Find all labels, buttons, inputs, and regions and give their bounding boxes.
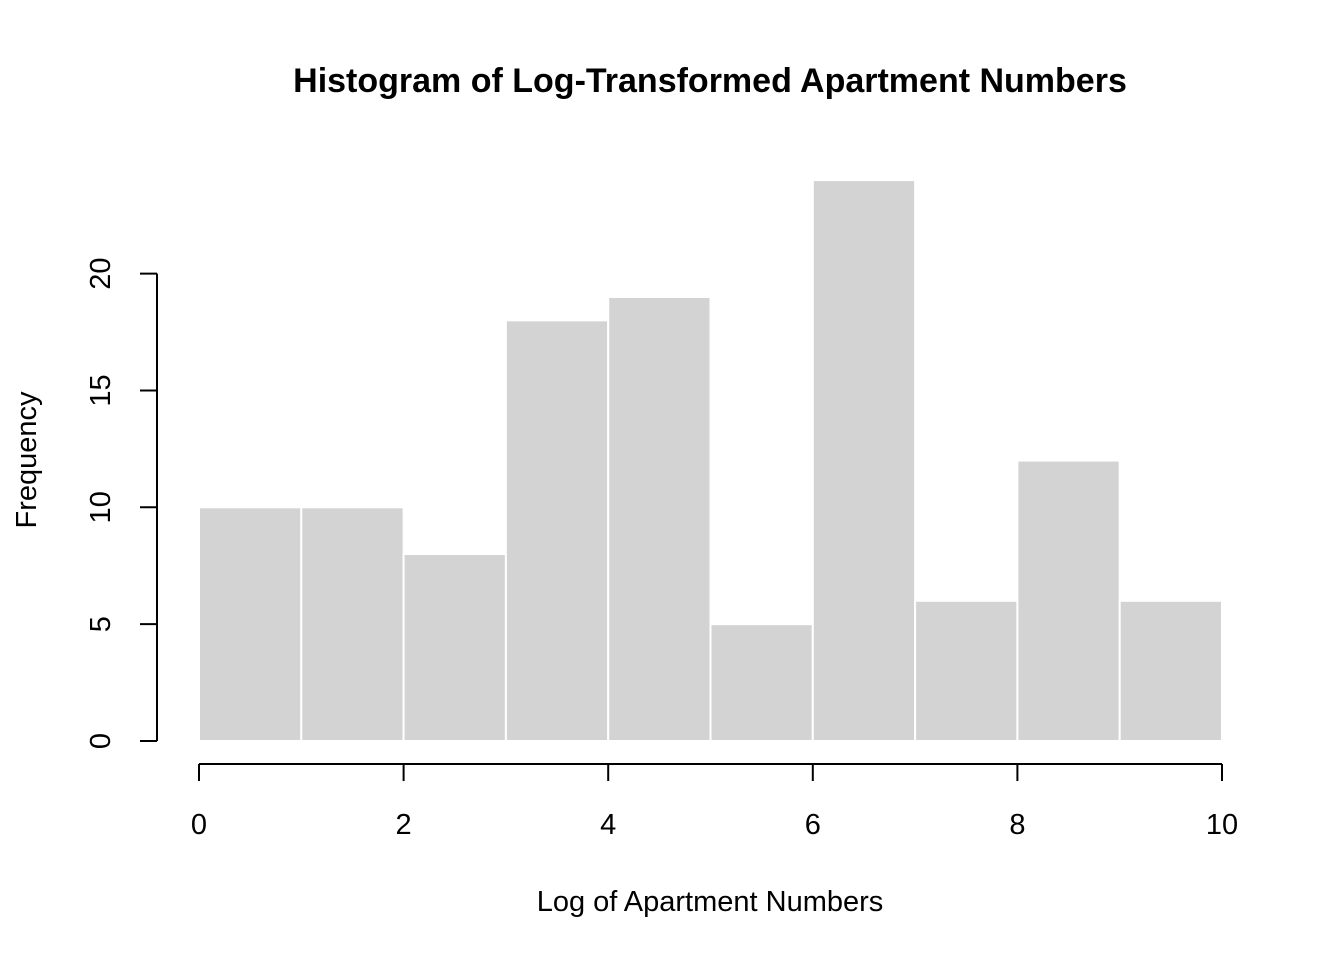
x-tick-label: 2 bbox=[396, 809, 412, 841]
histogram-bar bbox=[198, 506, 303, 742]
x-tick-label: 4 bbox=[600, 809, 616, 841]
y-tick-label: 15 bbox=[85, 374, 117, 406]
x-tick-label: 8 bbox=[1009, 809, 1025, 841]
y-tick-label: 5 bbox=[85, 616, 117, 632]
y-axis: 0 5 10 15 20 bbox=[85, 257, 158, 749]
histogram-bar bbox=[709, 623, 814, 743]
histogram-bar bbox=[504, 319, 610, 742]
bars-group bbox=[198, 179, 1223, 743]
x-tick-label: 6 bbox=[805, 809, 821, 841]
histogram-bar bbox=[402, 553, 507, 742]
histogram-bar bbox=[811, 179, 917, 742]
y-tick-label: 0 bbox=[85, 733, 117, 749]
histogram-bar bbox=[1016, 459, 1121, 742]
x-axis: 0 2 4 6 8 10 bbox=[191, 763, 1238, 841]
histogram-bar bbox=[914, 599, 1019, 743]
chart-title: Histogram of Log-Transformed Apartment N… bbox=[293, 62, 1127, 100]
y-tick-label: 10 bbox=[85, 491, 117, 523]
x-axis-label: Log of Apartment Numbers bbox=[537, 886, 884, 918]
histogram-bar bbox=[1118, 599, 1223, 743]
histogram-bar bbox=[300, 506, 405, 742]
y-axis-label: Frequency bbox=[11, 391, 43, 529]
x-tick-label: 10 bbox=[1206, 809, 1238, 841]
y-tick-label: 20 bbox=[85, 257, 117, 289]
histogram-bar bbox=[607, 295, 712, 742]
x-tick-label: 0 bbox=[191, 809, 207, 841]
